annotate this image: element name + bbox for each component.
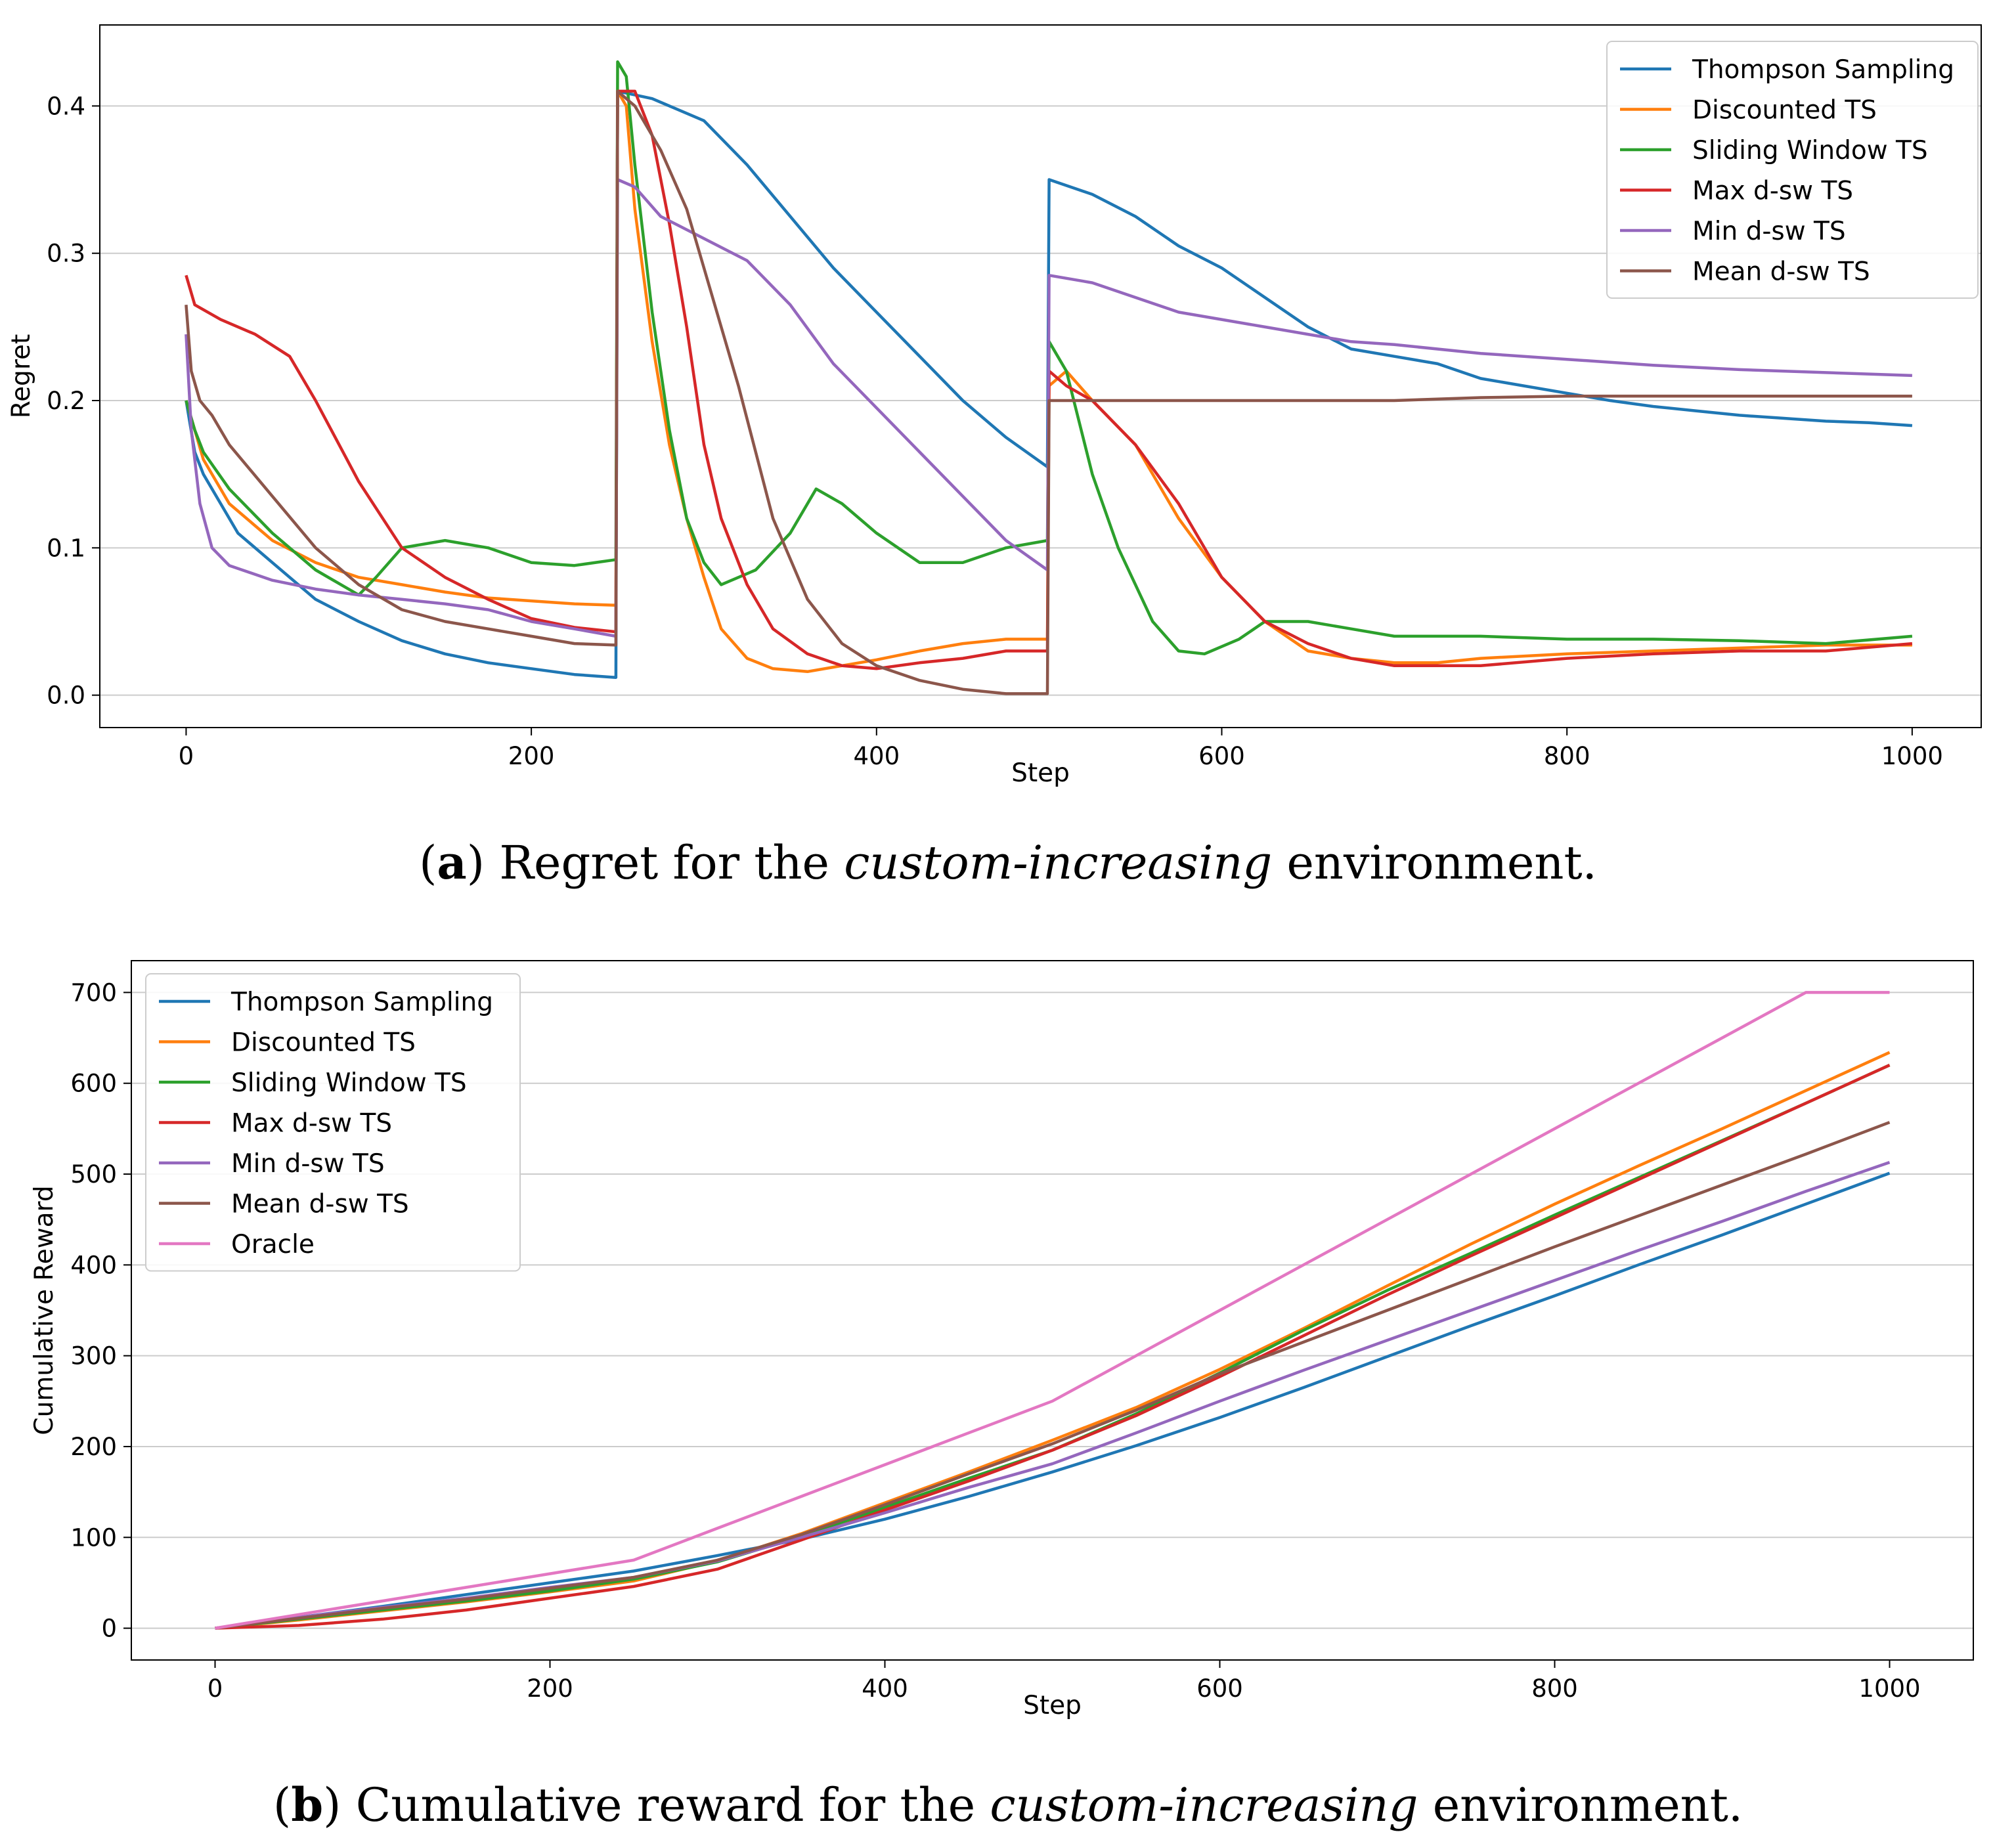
series-line-min-d-sw-ts	[185, 178, 1912, 638]
legend-label: Discounted TS	[231, 1028, 416, 1058]
caption-a-suffix: environment.	[1272, 836, 1597, 890]
legend-label: Max d-sw TS	[231, 1109, 392, 1139]
x-tick-label: 0	[179, 742, 194, 770]
legend-label: Sliding Window TS	[231, 1068, 467, 1098]
series-line-mean-d-sw-ts	[185, 89, 1912, 695]
caption-b-suffix: environment.	[1418, 1778, 1743, 1832]
y-tick-label: 600	[70, 1070, 117, 1098]
x-tick-label: 600	[1198, 742, 1245, 770]
y-tick-label: 0.2	[47, 387, 85, 415]
caption-b-label: b	[291, 1778, 324, 1832]
legend-item: Discounted TS	[1620, 96, 1877, 125]
caption-b: (b) Cumulative reward for the custom-inc…	[273, 1778, 1743, 1832]
panel-a-regret: 0 200 400 600 800 1000 0.0 0.1 0.2 0.3 0.4 Step Regr…	[0, 0, 2016, 913]
x-tick-label: 0	[208, 1674, 223, 1703]
legend-label: Thompson Sampling	[1692, 55, 1954, 85]
legend-item: Thompson Sampling	[159, 988, 493, 1017]
legend-box	[145, 973, 521, 1272]
legend-item: Sliding Window TS	[159, 1068, 467, 1098]
legend-item: Thompson Sampling	[1620, 55, 1954, 85]
legend-item: Mean d-sw TS	[159, 1190, 409, 1219]
legend-item: Mean d-sw TS	[1620, 257, 1870, 287]
y-axis: 0.0 0.1 0.2 0.3 0.4	[47, 92, 100, 710]
x-axis-label: Step	[1023, 1691, 1082, 1720]
y-tick-label: 0.0	[47, 682, 85, 710]
series-line-max-d-sw-ts	[185, 89, 1913, 670]
x-tick-label: 400	[853, 742, 900, 770]
legend-label: Sliding Window TS	[1692, 136, 1928, 165]
caption-b-prefix: Cumulative reward for the	[355, 1778, 990, 1832]
caption-b-emph: custom-increasing	[990, 1778, 1418, 1832]
series-line-thompson-sampling	[215, 1171, 1891, 1630]
caption-a-emph: custom-increasing	[844, 836, 1273, 890]
legend-item: Discounted TS	[159, 1028, 416, 1058]
legend-label: Oracle	[231, 1230, 315, 1259]
legend-label: Mean d-sw TS	[1692, 257, 1870, 287]
x-tick-label: 1000	[1881, 742, 1943, 770]
y-tick-label: 300	[70, 1342, 117, 1370]
y-tick-label: 500	[70, 1160, 117, 1189]
legend-label: Min d-sw TS	[231, 1149, 385, 1179]
legend-label: Max d-sw TS	[1692, 177, 1853, 206]
regret-chart: 0 200 400 600 800 1000 0.0 0.1 0.2 0.3 0.4 Step Regr…	[7, 24, 1982, 788]
series-lines	[215, 991, 1891, 1630]
plot-frame	[131, 960, 1974, 1661]
legend: Thompson Sampling Discounted TS Sliding Wi…	[1606, 41, 1979, 299]
caption-a-label: a	[437, 835, 467, 890]
legend-item: Min d-sw TS	[159, 1149, 385, 1179]
x-tick-label: 400	[862, 1674, 908, 1703]
y-tick-label: 0.3	[47, 240, 85, 268]
series-line-oracle	[215, 991, 1890, 1630]
y-tick-label: 700	[70, 978, 117, 1007]
x-axis: 0 200 400 600 800 1000	[179, 728, 1943, 770]
caption-a: (a) Regret for the custom-increasing env…	[419, 835, 1597, 890]
plot-frame	[99, 24, 1982, 728]
legend-item: Min d-sw TS	[1620, 217, 1846, 246]
series-lines	[185, 60, 1913, 695]
series-line-max-d-sw-ts	[215, 1064, 1891, 1630]
x-axis-label: Step	[1011, 758, 1070, 788]
x-tick-label: 1000	[1858, 1674, 1920, 1703]
legend-box	[1606, 41, 1979, 299]
x-axis: 0 200 400 600 800 1000	[208, 1660, 1921, 1703]
y-tick-label: 0.4	[47, 92, 85, 120]
y-tick-label: 0.1	[47, 534, 85, 562]
legend-item: Sliding Window TS	[1620, 136, 1928, 165]
series-line-mean-d-sw-ts	[215, 1121, 1891, 1630]
caption-a-prefix: Regret for the	[499, 836, 844, 890]
panel-b-cumulative-reward: 0 200 400 600 800 1000 0 100 200 300 400 500 600 700 S…	[0, 936, 2016, 1834]
legend-label: Min d-sw TS	[1692, 217, 1846, 246]
x-tick-label: 800	[1544, 742, 1590, 770]
x-tick-label: 800	[1531, 1674, 1578, 1703]
legend-item: Oracle	[159, 1230, 315, 1259]
legend-item: Max d-sw TS	[1620, 177, 1853, 206]
y-tick-label: 0	[101, 1615, 117, 1643]
cumulative-reward-chart: 0 200 400 600 800 1000 0 100 200 300 400 500 600 700 S…	[30, 960, 1974, 1720]
y-axis-label: Cumulative Reward	[30, 1185, 59, 1435]
legend-label: Discounted TS	[1692, 96, 1877, 125]
x-tick-label: 200	[508, 742, 555, 770]
y-tick-label: 200	[70, 1433, 117, 1461]
legend: Thompson Sampling Discounted TS Sliding Wi…	[145, 973, 521, 1272]
legend-item: Max d-sw TS	[159, 1109, 392, 1139]
y-tick-label: 100	[70, 1523, 117, 1552]
legend-label: Thompson Sampling	[230, 988, 493, 1017]
x-tick-label: 200	[527, 1674, 573, 1703]
y-axis-label: Regret	[7, 334, 36, 419]
legend-label: Mean d-sw TS	[231, 1190, 409, 1219]
y-tick-label: 400	[70, 1251, 117, 1279]
x-tick-label: 600	[1196, 1674, 1243, 1703]
y-axis: 0 100 200 300 400 500 600 700	[70, 978, 131, 1643]
